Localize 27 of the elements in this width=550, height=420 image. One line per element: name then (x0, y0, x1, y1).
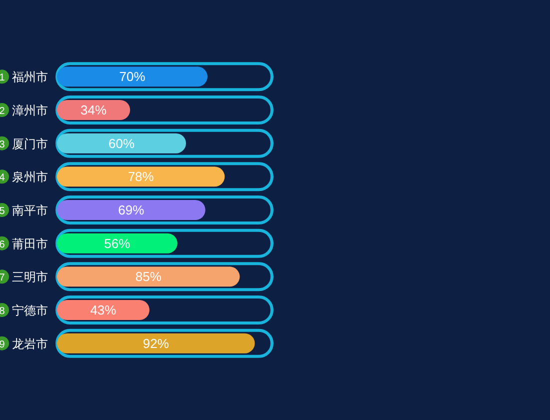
bar: 56% (57, 233, 178, 254)
data-label: 70% (119, 69, 146, 84)
y-tick-label: 福州市 (12, 70, 48, 84)
y-tick-label: 宁德市 (12, 304, 48, 318)
y-tick-label: 厦门市 (12, 136, 48, 151)
data-label: 92% (142, 336, 170, 351)
bar: 92% (57, 333, 255, 354)
bar: 70% (57, 66, 208, 87)
data-label: 85% (135, 269, 162, 284)
y-tick-label: 漳州市 (12, 104, 48, 118)
y-tick-label: 三明市 (12, 270, 48, 284)
y-tick-label: 南平市 (12, 204, 48, 218)
bar: 34% (57, 100, 130, 120)
y-tick-label: 泉州市 (12, 170, 48, 184)
bar: 69% (57, 200, 206, 220)
data-label: 34% (80, 102, 107, 118)
data-label: 69% (118, 202, 145, 218)
y-tick-label: 龙岩市 (12, 336, 48, 351)
bar: 60% (57, 133, 186, 154)
data-label: 43% (90, 302, 117, 318)
bar: 78% (57, 166, 225, 187)
data-label: 56% (104, 236, 131, 251)
data-label: 60% (108, 136, 135, 151)
data-label: 78% (128, 169, 154, 184)
y-tick-label: 莆田市 (12, 236, 48, 251)
bar: 43% (57, 300, 150, 320)
bar: 85% (57, 266, 240, 287)
